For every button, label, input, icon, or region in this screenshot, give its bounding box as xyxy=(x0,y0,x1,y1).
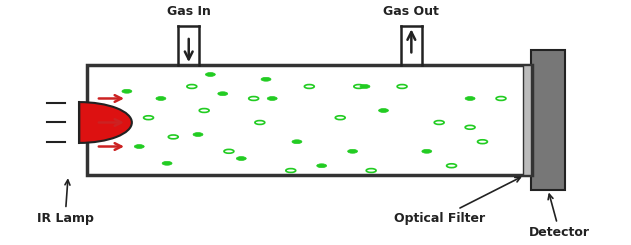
Text: Detector: Detector xyxy=(529,194,590,239)
Circle shape xyxy=(134,145,144,148)
Circle shape xyxy=(292,140,302,144)
Text: Gas In: Gas In xyxy=(167,5,211,18)
Text: Optical Filter: Optical Filter xyxy=(394,177,521,225)
Circle shape xyxy=(156,97,166,100)
Bar xyxy=(522,65,531,175)
Circle shape xyxy=(422,149,432,153)
Circle shape xyxy=(360,85,370,88)
Circle shape xyxy=(122,89,132,93)
Bar xyxy=(86,65,532,175)
Circle shape xyxy=(268,97,277,100)
Circle shape xyxy=(218,92,228,96)
Circle shape xyxy=(193,133,203,136)
Circle shape xyxy=(348,149,358,153)
Circle shape xyxy=(379,109,389,112)
Circle shape xyxy=(162,161,172,165)
Bar xyxy=(531,50,565,190)
Circle shape xyxy=(317,164,327,168)
Text: IR Lamp: IR Lamp xyxy=(37,180,93,225)
Circle shape xyxy=(206,73,215,76)
Text: Gas Out: Gas Out xyxy=(384,5,439,18)
Circle shape xyxy=(465,97,475,100)
Wedge shape xyxy=(80,102,132,143)
Circle shape xyxy=(261,77,271,81)
Circle shape xyxy=(237,157,246,160)
